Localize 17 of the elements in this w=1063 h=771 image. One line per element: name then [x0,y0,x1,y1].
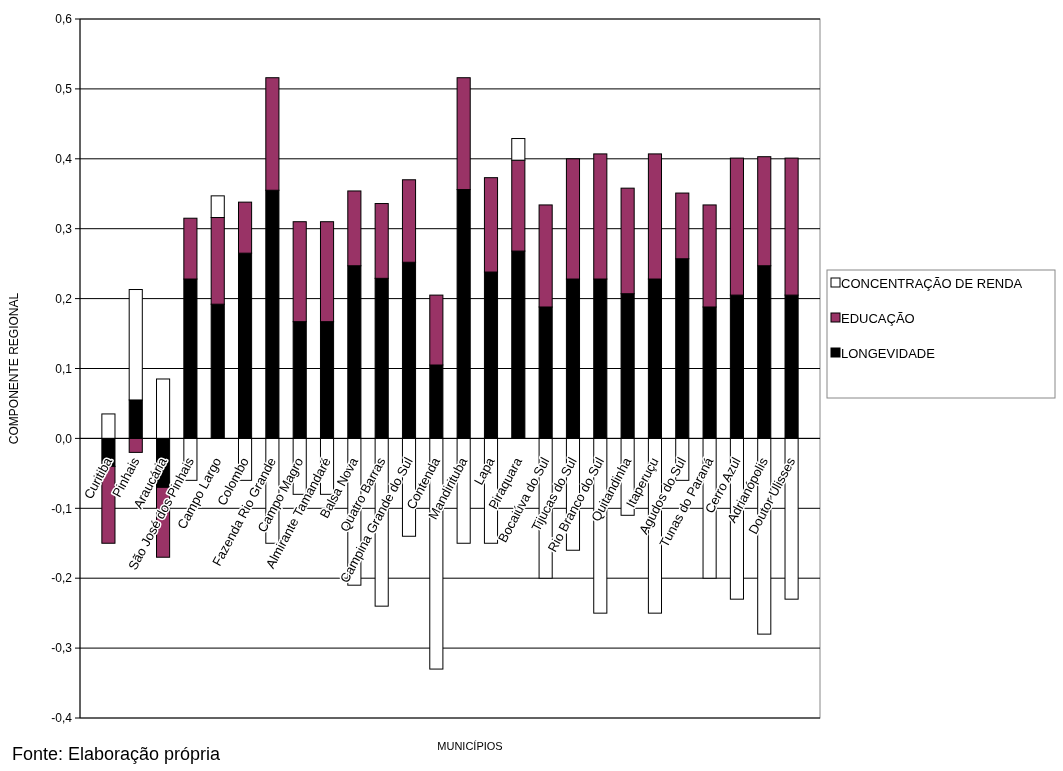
y-tick-label: 0,3 [55,221,73,236]
x-axis-title: MUNICÍPIOS [437,740,503,752]
y-tick-label: 0,6 [55,12,73,27]
y-tick-label: 0,1 [55,361,73,376]
y-tick-label: 0,0 [55,431,73,446]
y-tick-label: 0,5 [55,82,73,97]
y-tick-label: -0,2 [51,571,73,586]
y-tick-label: -0,4 [51,711,73,726]
y-tick-label: 0,2 [55,291,73,306]
y-tick-label: 0,4 [55,152,73,166]
y-axis-title: COMPONENTE REGIONAL [7,292,21,445]
legend-label: CONCENTRAÇÃO DE RENDA [841,275,1023,291]
legend-label: LONGEVIDADE [841,345,936,361]
y-tick-label: -0,1 [51,501,73,516]
legend-label: EDUCAÇÃO [841,310,915,326]
y-tick-label: -0,3 [51,641,73,656]
source-note: Fonte: Elaboração própria [12,744,222,764]
